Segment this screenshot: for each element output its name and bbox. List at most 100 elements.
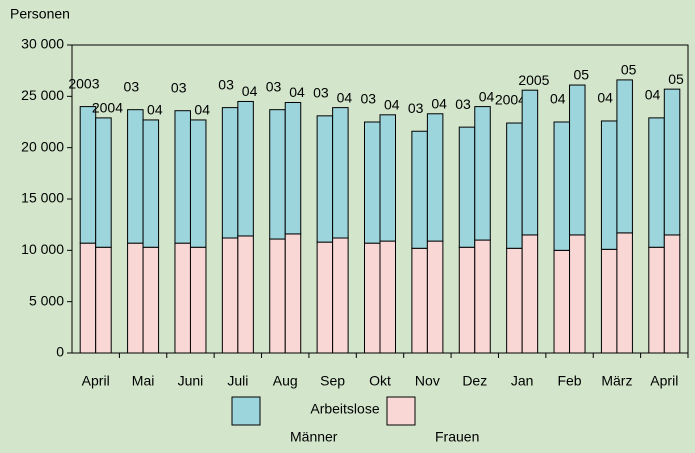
- bar-segment: [332, 237, 349, 354]
- bar-segment: [600, 120, 618, 250]
- x-tick-label: Dez: [462, 373, 487, 389]
- x-tick-label: Nov: [415, 373, 440, 389]
- bar-segment: [174, 242, 191, 354]
- y-axis-title: Personen: [10, 6, 70, 22]
- bar-segment: [426, 113, 444, 242]
- y-tick-label: 30 000: [21, 36, 64, 52]
- x-tick-label: Juli: [227, 373, 248, 389]
- bar-segment: [364, 242, 381, 354]
- y-tick-label: 20 000: [21, 138, 64, 154]
- bar-segment: [521, 89, 539, 236]
- bar-segment: [411, 247, 428, 354]
- legend-swatch: [386, 396, 416, 426]
- bar-label: 03: [360, 91, 376, 107]
- legend-label: Männer: [290, 429, 338, 445]
- bar-segment: [616, 79, 633, 234]
- y-tick-label: 0: [56, 344, 64, 360]
- bar-label: 03: [408, 100, 424, 116]
- y-tick-label: 5 000: [29, 292, 64, 308]
- bar-label: 04: [194, 102, 210, 118]
- bar-segment: [269, 109, 286, 240]
- bar-segment: [379, 240, 396, 354]
- bar-segment: [95, 117, 112, 248]
- bar-segment: [221, 107, 239, 239]
- bar-label: 04: [337, 89, 353, 105]
- bar-label: 2003: [68, 75, 99, 91]
- bar-label: 04: [550, 91, 566, 107]
- bar-label: 04: [147, 102, 163, 118]
- bar-segment: [474, 106, 491, 241]
- bar-label: 04: [289, 84, 305, 100]
- x-tick-label: März: [601, 373, 632, 389]
- bar-segment: [189, 119, 207, 248]
- bar-label: 04: [431, 95, 447, 111]
- bar-segment: [316, 115, 334, 243]
- x-tick-label: Mai: [132, 373, 155, 389]
- x-tick-label: Feb: [557, 373, 581, 389]
- bar-label: 03: [313, 85, 329, 101]
- bar-segment: [284, 101, 302, 235]
- y-tick-label: 10 000: [21, 241, 64, 257]
- bar-label: 04: [384, 97, 400, 113]
- bar-segment: [521, 234, 539, 354]
- bar-segment: [237, 100, 254, 237]
- bar-label: 04: [242, 83, 258, 99]
- legend-swatch: [231, 396, 261, 426]
- bar-segment: [458, 126, 476, 248]
- bar-segment: [221, 237, 239, 354]
- bar-segment: [553, 121, 571, 251]
- bar-segment: [411, 130, 428, 249]
- bar-segment: [474, 239, 491, 354]
- bar-segment: [506, 122, 523, 249]
- plot-frame: [71, 44, 689, 354]
- bar-segment: [316, 241, 334, 354]
- bar-segment: [79, 242, 97, 354]
- bar-segment: [189, 246, 207, 354]
- x-tick-label: Jan: [511, 373, 534, 389]
- bar-label: 2004: [92, 100, 123, 116]
- bar-segment: [600, 248, 618, 354]
- bar-segment: [663, 234, 681, 354]
- bar-segment: [648, 117, 665, 248]
- bar-segment: [379, 114, 396, 242]
- bar-label: 05: [573, 67, 589, 83]
- bar-label: 05: [668, 71, 684, 87]
- x-tick-label: Juni: [178, 373, 204, 389]
- bar-label: 04: [479, 88, 495, 104]
- bar-segment: [142, 246, 160, 354]
- bar-segment: [142, 119, 160, 248]
- legend-label: Frauen: [435, 429, 479, 445]
- x-tick-label: Okt: [369, 373, 391, 389]
- x-tick-label: April: [82, 373, 110, 389]
- bar-segment: [364, 121, 381, 244]
- x-axis-title: Arbeitslose: [310, 401, 379, 417]
- bar-label: 2005: [518, 72, 549, 88]
- bar-segment: [426, 240, 444, 354]
- bar-label: 03: [124, 78, 140, 94]
- bar-segment: [663, 88, 681, 236]
- bar-segment: [616, 232, 633, 354]
- x-tick-label: Sep: [320, 373, 345, 389]
- bar-segment: [127, 109, 144, 244]
- bar-label: 04: [597, 90, 613, 106]
- bar-label: 05: [621, 62, 637, 78]
- bar-segment: [569, 84, 586, 236]
- bar-segment: [648, 246, 665, 354]
- bar-segment: [269, 238, 286, 354]
- bar-segment: [506, 247, 523, 354]
- bar-segment: [95, 246, 112, 354]
- y-tick-label: 15 000: [21, 190, 64, 206]
- bar-segment: [284, 233, 302, 354]
- bar-label: 03: [218, 76, 234, 92]
- bar-segment: [569, 234, 586, 354]
- bar-segment: [332, 107, 349, 239]
- bar-label: 03: [455, 96, 471, 112]
- bar-segment: [458, 246, 476, 354]
- bar-label: 03: [171, 79, 187, 95]
- x-tick-label: April: [650, 373, 678, 389]
- x-tick-label: Aug: [273, 373, 298, 389]
- bar-segment: [237, 235, 254, 354]
- bar-segment: [79, 106, 97, 244]
- bar-segment: [553, 249, 571, 354]
